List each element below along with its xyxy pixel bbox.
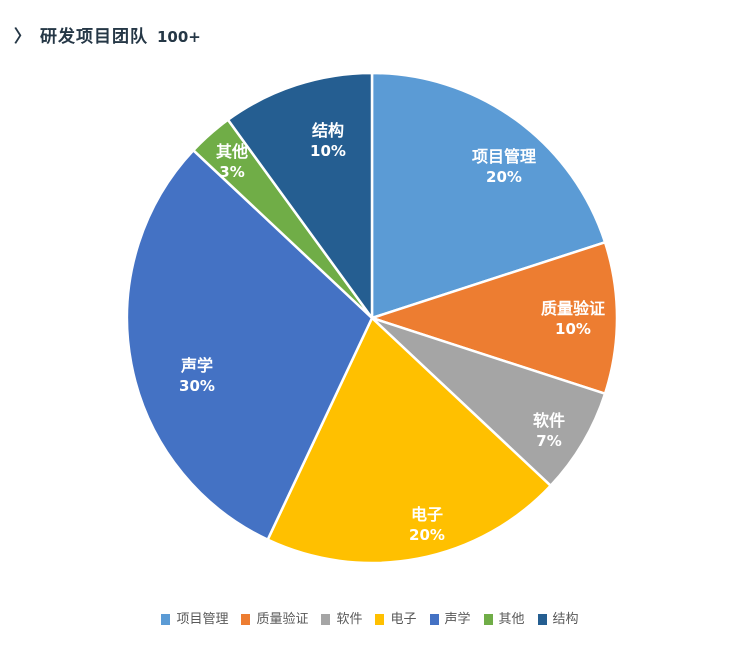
pie-slice xyxy=(226,71,374,320)
legend-label: 质量验证 xyxy=(256,612,309,627)
team-count: 100+ xyxy=(157,28,201,46)
pie-slice xyxy=(370,241,619,395)
legend-label: 电子 xyxy=(390,612,417,627)
legend-item: 结构 xyxy=(537,612,579,627)
page-title: 研发项目团队 xyxy=(40,27,148,47)
legend-marker-icon xyxy=(429,614,439,625)
legend-label: 其他 xyxy=(498,612,525,627)
pie-slice-percent: 20% xyxy=(409,526,445,544)
legend-marker-icon xyxy=(483,614,493,625)
pie-slice-percent: 30% xyxy=(179,377,215,395)
pie-slice xyxy=(266,316,552,565)
pie-slice xyxy=(370,71,607,320)
pie-slice xyxy=(125,149,374,541)
section-header: 〉 研发项目团队 100+ xyxy=(14,22,201,47)
legend-marker-icon xyxy=(241,614,251,625)
legend-marker-icon xyxy=(161,614,171,625)
pie-slice-percent: 10% xyxy=(310,142,346,160)
pie-slice xyxy=(370,316,607,487)
legend-label: 声学 xyxy=(444,612,471,627)
legend-item: 其他 xyxy=(483,612,525,627)
pie-slice-percent: 10% xyxy=(555,320,591,338)
pie-slice-label: 项目管理 xyxy=(472,147,536,166)
chevron-right-icon: 〉 xyxy=(14,27,31,47)
pie-slice-label: 结构 xyxy=(311,121,344,140)
pie-slice-label: 软件 xyxy=(533,411,565,430)
pie-slice-percent: 7% xyxy=(536,432,561,450)
legend-item: 质量验证 xyxy=(241,613,308,626)
legend-marker-icon xyxy=(375,614,385,625)
pie-slice-label: 其他 xyxy=(216,142,248,161)
pie-slice-label: 声学 xyxy=(180,356,213,375)
pie-slice-label: 质量验证 xyxy=(541,299,605,318)
legend-item: 声学 xyxy=(429,612,471,627)
pie-slice-label: 电子 xyxy=(411,505,443,524)
legend-label: 结构 xyxy=(552,612,579,627)
chart-legend: 项目管理 质量验证 软件 电子 声学 其他 结构 xyxy=(0,613,740,626)
legend-marker-icon xyxy=(321,614,331,625)
legend-item: 项目管理 xyxy=(161,613,228,626)
legend-item: 软件 xyxy=(321,613,362,626)
pie-slice-percent: 20% xyxy=(486,168,522,186)
legend-marker-icon xyxy=(537,614,547,625)
legend-item: 电子 xyxy=(375,612,417,627)
pie-slice-percent: 3% xyxy=(219,163,244,181)
legend-label: 软件 xyxy=(336,612,363,627)
legend-label: 项目管理 xyxy=(176,612,229,627)
